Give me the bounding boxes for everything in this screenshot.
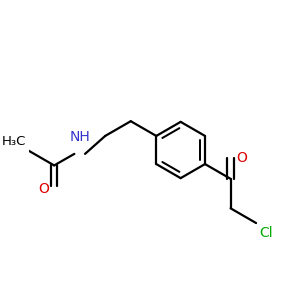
Text: H₃C: H₃C [2, 135, 26, 148]
Text: NH: NH [69, 130, 90, 144]
Text: O: O [236, 151, 247, 165]
Text: O: O [38, 182, 49, 196]
Text: Cl: Cl [259, 226, 272, 240]
